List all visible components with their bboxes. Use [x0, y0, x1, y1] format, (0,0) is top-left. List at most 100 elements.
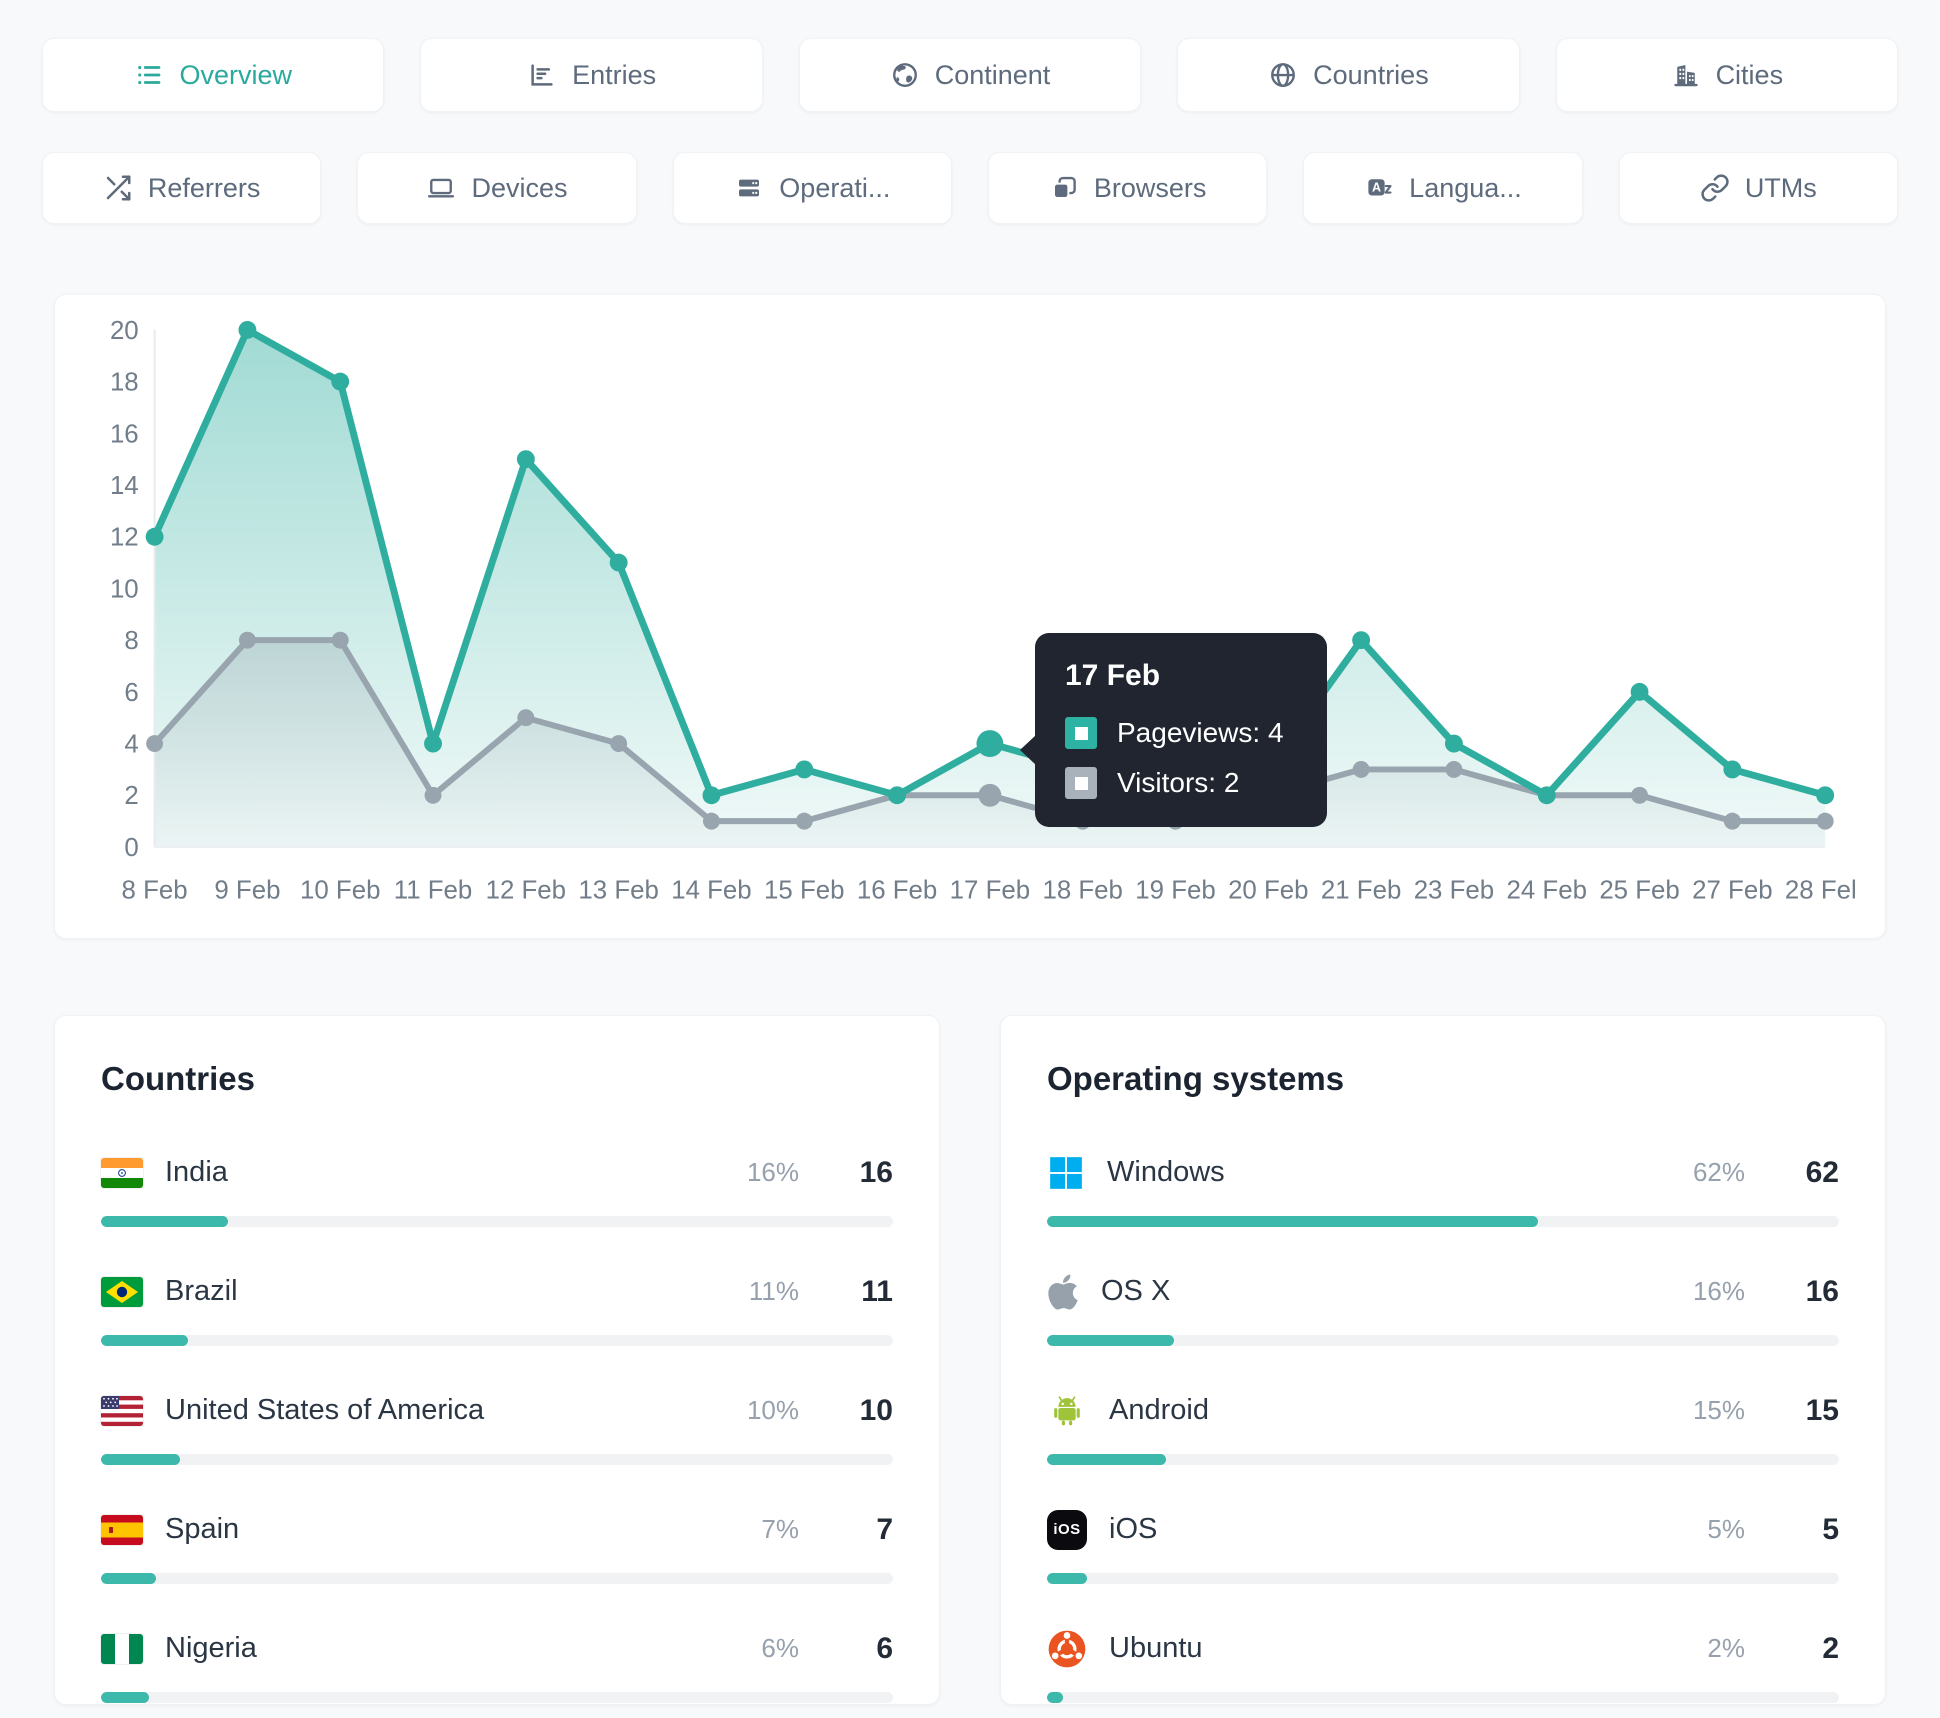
chart-point-pageviews[interactable]: [1816, 786, 1835, 805]
tab-browsers[interactable]: Browsers: [987, 152, 1268, 224]
country-percent: 11%: [748, 1276, 799, 1307]
progress-fill: [1047, 1691, 1063, 1703]
y-axis-label: 6: [124, 679, 138, 707]
shuffle-icon: [103, 173, 133, 203]
chart-point-visitors[interactable]: [146, 735, 164, 753]
chart-point-visitors[interactable]: [1445, 760, 1463, 778]
chart-point-pageviews[interactable]: [1537, 786, 1556, 805]
chart-point-visitors[interactable]: [795, 812, 813, 830]
chart-point-pageviews[interactable]: [1444, 734, 1463, 753]
chart-point-visitors[interactable]: [1816, 812, 1834, 830]
spain-flag-icon: [101, 1514, 143, 1545]
tab-devices[interactable]: Devices: [357, 152, 637, 224]
country-percent: 6%: [761, 1633, 799, 1664]
server-icon: [734, 173, 764, 203]
chart-point-pageviews[interactable]: [145, 527, 164, 546]
y-axis-label: 8: [124, 627, 138, 655]
chart-point-visitors[interactable]: [1631, 786, 1649, 804]
os-name: OS X: [1101, 1275, 1171, 1308]
list-icon: [134, 60, 164, 90]
chart-point-visitors[interactable]: [1723, 812, 1741, 830]
chart-point-pageviews[interactable]: [238, 320, 257, 339]
chart-point-pageviews[interactable]: [702, 786, 721, 805]
chart-point-visitors[interactable]: [424, 786, 442, 804]
y-axis-label: 16: [110, 420, 139, 448]
os-row-ubuntu[interactable]: Ubuntu 2% 2: [1047, 1628, 1839, 1703]
tab-operating-systems[interactable]: Operati...: [672, 152, 952, 224]
tooltip-date: 17 Feb: [1065, 659, 1161, 692]
svg-text:A: A: [1372, 181, 1381, 195]
os-name: iOS: [1109, 1513, 1158, 1546]
x-axis-label: 28 Feb: [1785, 877, 1855, 905]
tab-cities[interactable]: Cities: [1555, 38, 1899, 112]
os-value: 15: [1805, 1393, 1839, 1427]
tooltip-pageviews-row: Pageviews: 4: [1065, 717, 1301, 749]
chart-point-visitors[interactable]: [331, 631, 349, 649]
os-row-osx[interactable]: OS X 16% 16: [1047, 1271, 1839, 1346]
country-value: 6: [876, 1631, 893, 1665]
chart-point-pageviews[interactable]: [795, 760, 814, 779]
chart-point-pageviews[interactable]: [1723, 760, 1742, 779]
tab-countries[interactable]: Countries: [1177, 38, 1520, 112]
tab-entries[interactable]: Entries: [420, 38, 763, 112]
os-percent: 2%: [1707, 1633, 1745, 1664]
country-row-nigeria[interactable]: Nigeria 6% 6: [101, 1628, 893, 1703]
tab-languages[interactable]: A Langua...: [1303, 152, 1583, 224]
x-axis-label: 16 Feb: [857, 877, 937, 905]
x-axis-label: 13 Feb: [578, 877, 658, 905]
link-icon: [1700, 173, 1730, 203]
os-percent: 62%: [1692, 1157, 1745, 1188]
countries-panel: Countries India 16% 16: [54, 1014, 940, 1705]
chart-point-pageviews[interactable]: [516, 450, 535, 469]
chart-point-visitors[interactable]: [238, 631, 256, 649]
chart-wrap: 0 2 4 6 8 10 12 14 16 18 20 8 Feb 9 Feb 10 Feb 11 Feb 1…: [85, 315, 1855, 932]
tab-continent[interactable]: Continent: [798, 38, 1142, 112]
traffic-chart[interactable]: 0 2 4 6 8 10 12 14 16 18 20 8 Feb 9 Feb 10 Feb 11 Feb 1…: [85, 315, 1855, 932]
country-name: Brazil: [165, 1275, 238, 1308]
chart-point-pageviews[interactable]: [331, 372, 350, 391]
chart-tooltip: 17 Feb Pageviews: 4 Visitors: 2: [1020, 633, 1327, 827]
progress-fill: [101, 1572, 157, 1584]
chart-point-pageviews[interactable]: [1630, 682, 1649, 701]
country-value: 16: [859, 1155, 893, 1189]
chart-point-pageviews[interactable]: [1352, 631, 1371, 650]
x-axis-label: 19 Feb: [1135, 877, 1215, 905]
country-row-usa[interactable]: United States of America 10% 10: [101, 1390, 893, 1465]
chart-point-visitors[interactable]: [1352, 760, 1370, 778]
chart-point-pageviews[interactable]: [424, 734, 442, 753]
os-row-android[interactable]: Android 15% 15: [1047, 1390, 1839, 1465]
chart-point-visitors[interactable]: [703, 812, 720, 830]
country-percent: 7%: [761, 1514, 799, 1545]
progress-track: [1047, 1691, 1839, 1703]
country-value: 11: [861, 1274, 893, 1308]
country-row-india[interactable]: India 16% 16: [101, 1152, 893, 1227]
country-row-spain[interactable]: Spain 7% 7: [101, 1509, 893, 1584]
progress-fill: [101, 1334, 189, 1346]
chart-point-visitors[interactable]: [978, 783, 1002, 807]
chart-point-visitors[interactable]: [517, 709, 535, 727]
os-percent: 15%: [1692, 1395, 1745, 1426]
country-percent: 10%: [746, 1395, 799, 1426]
tab-label: Countries: [1313, 59, 1429, 90]
country-row-brazil[interactable]: Brazil 11% 11: [101, 1271, 893, 1346]
tab-overview[interactable]: Overview: [42, 38, 385, 112]
chart-point-pageviews[interactable]: [976, 730, 1004, 758]
x-axis-label: 8 Feb: [122, 877, 188, 905]
os-row-ios[interactable]: iOS iOS 5% 5: [1047, 1509, 1839, 1584]
tab-referrers[interactable]: Referrers: [42, 152, 322, 224]
chart-point-pageviews[interactable]: [888, 786, 907, 805]
chart-point-pageviews[interactable]: [609, 553, 628, 572]
country-name: United States of America: [165, 1394, 485, 1427]
tooltip-caret: [1020, 735, 1036, 765]
os-row-windows[interactable]: Windows 62% 62: [1047, 1152, 1839, 1227]
tab-label: Entries: [572, 59, 657, 90]
chart-point-visitors[interactable]: [610, 735, 628, 753]
progress-fill: [1047, 1215, 1539, 1227]
x-axis-label: 14 Feb: [671, 877, 751, 905]
country-value: 7: [876, 1512, 893, 1546]
tooltip-pageviews-text: Pageviews: 4: [1117, 717, 1284, 748]
tab-utms[interactable]: UTMs: [1618, 152, 1898, 224]
os-percent: 5%: [1707, 1514, 1745, 1545]
visitors-swatch-icon: [1065, 767, 1097, 799]
usa-flag-icon: [101, 1395, 143, 1426]
